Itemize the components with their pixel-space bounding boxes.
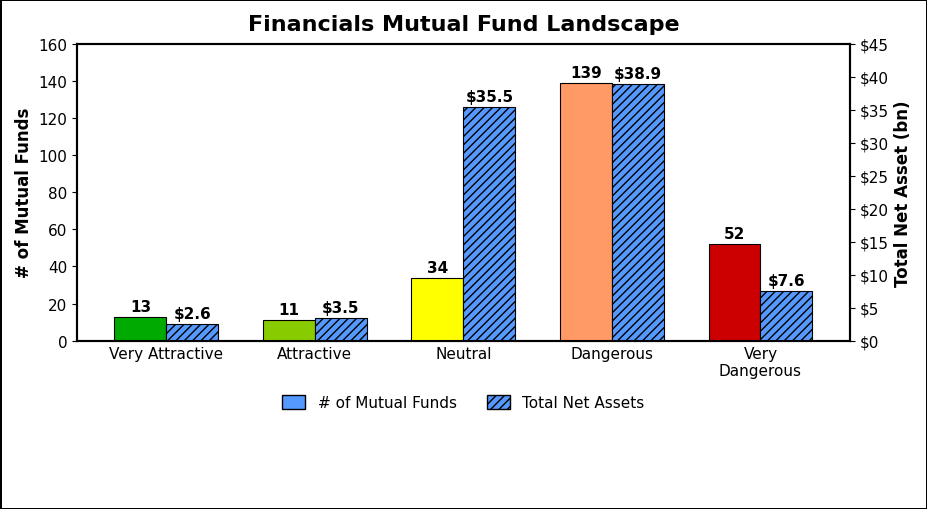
Text: 139: 139 [570, 66, 602, 81]
Y-axis label: # of Mutual Funds: # of Mutual Funds [15, 108, 33, 278]
Bar [166, 324, 219, 341]
Bar [263, 321, 315, 341]
Text: $7.6: $7.6 [768, 273, 806, 288]
Bar [114, 317, 166, 341]
Text: $38.9: $38.9 [614, 67, 662, 82]
Bar [760, 291, 812, 341]
Bar [708, 245, 760, 341]
Text: $2.6: $2.6 [173, 306, 211, 321]
Text: 52: 52 [724, 227, 745, 242]
Text: 13: 13 [130, 299, 151, 314]
Legend: # of Mutual Funds, Total Net Assets: # of Mutual Funds, Total Net Assets [276, 389, 651, 416]
Text: 11: 11 [278, 303, 299, 318]
Bar [315, 318, 367, 341]
Text: $35.5: $35.5 [465, 90, 514, 104]
Y-axis label: Total Net Asset (bn): Total Net Asset (bn) [894, 100, 912, 286]
Bar [612, 85, 664, 341]
Bar [560, 83, 612, 341]
Bar [412, 278, 464, 341]
Title: Financials Mutual Fund Landscape: Financials Mutual Fund Landscape [248, 15, 679, 35]
Text: $3.5: $3.5 [323, 300, 360, 315]
Text: 34: 34 [426, 260, 448, 275]
Bar [464, 107, 515, 341]
